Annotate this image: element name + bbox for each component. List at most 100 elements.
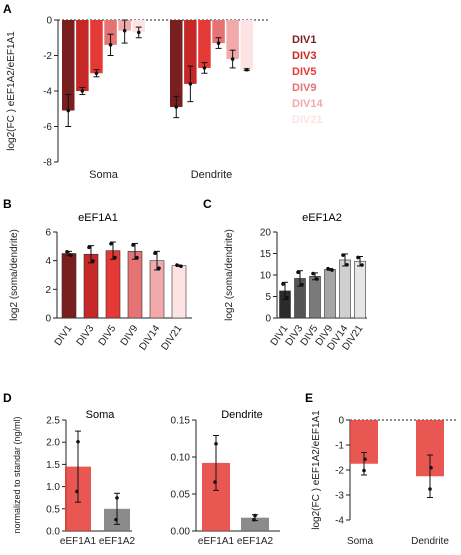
panel-b-x-tick-label: DIV14 <box>138 323 163 352</box>
panel-d-dendrite-x-label: eEF1A2 <box>237 536 274 547</box>
panel-e-y-label: log2(FC ) eEF1A2/eEF1A1 <box>311 410 322 530</box>
panel-letter-e: E <box>305 391 313 405</box>
panel-b-point <box>175 263 179 267</box>
panel-a-point <box>108 43 113 47</box>
panel-a-point <box>202 66 207 70</box>
panel-a-bar-div5 <box>198 20 211 68</box>
panel-e-x-label: Dendrite <box>411 536 449 547</box>
panel-a-legend-div21: DIV21 <box>292 114 323 126</box>
panel-a-bar-div9 <box>212 20 225 44</box>
panel-c-y-tick-label: 5 <box>265 292 271 303</box>
panel-b-point <box>153 251 157 256</box>
panel-d-soma-title: Soma <box>86 409 116 421</box>
panel-a-y-label: log2(FC ) eEF1A2/eEF1A1 <box>6 31 17 151</box>
panel-e-y-tick-label: -1 <box>335 441 344 452</box>
panel-c-bar <box>324 269 336 319</box>
panel-b-point <box>69 253 73 258</box>
panel-c-bar <box>354 260 366 319</box>
panel-d-soma-y-tick-label: 0.5 <box>46 504 60 515</box>
panel-d-dendrite-point <box>214 441 218 446</box>
panel-b-point <box>157 266 161 270</box>
panel-e-point <box>429 465 433 470</box>
panel-a-y-tick-label: 0 <box>46 16 52 27</box>
panel-a-legend-div1: DIV1 <box>292 34 316 46</box>
panel-b-x-tick-label: DIV3 <box>75 323 97 348</box>
panel-b-x-tick-label: DIV1 <box>53 323 75 348</box>
panel-b-point <box>179 264 183 269</box>
panel-a-point <box>80 89 85 93</box>
panel-c-point <box>300 282 304 287</box>
panel-d-soma-y-tick-label: 1.0 <box>46 482 60 493</box>
panel-a-legend-div3: DIV3 <box>292 50 316 62</box>
panel-d-dendrite-y-tick-label: 0.05 <box>171 490 191 501</box>
panel-d-soma-y-tick-label: 2.5 <box>46 416 60 427</box>
panel-d-soma-y-tick-label: 2.0 <box>46 438 60 449</box>
panel-e-x-label: Soma <box>347 536 374 547</box>
panel-d-soma-y-tick-label: 1.5 <box>46 460 60 471</box>
panel-a-y-tick-label: -4 <box>43 87 52 98</box>
panel-d-soma-point <box>115 496 119 500</box>
panel-b-y-tick-label: 6 <box>45 228 51 239</box>
panel-e-point <box>428 487 432 491</box>
panel-b-y-tick-label: 2 <box>45 285 51 296</box>
panel-b-x-tick-label: DIV5 <box>97 323 119 348</box>
panel-c-y-tick-label: 15 <box>260 249 272 260</box>
panel-b-y-tick-label: 0 <box>45 314 51 325</box>
panel-d-soma-y-label: normalized to standar (ng/ml) <box>12 416 22 533</box>
charts-layer: 0 -2 -4 -6 -8 log2(FC ) eEF1A2/eEF1A1 Soma Dend… <box>6 16 456 547</box>
panel-a-legend-div5: DIV5 <box>292 66 316 78</box>
panel-c-point <box>315 277 319 281</box>
panel-a-bar-div1 <box>170 20 183 107</box>
panel-c-point <box>285 295 289 300</box>
panel-d-dendrite-point <box>252 517 256 522</box>
panel-b-point <box>65 249 69 254</box>
panel-b-bar <box>171 265 187 319</box>
panel-c-point <box>356 255 360 260</box>
panel-a-point <box>244 67 249 72</box>
panel-a-bar-div21 <box>240 20 253 70</box>
panel-a-legend-div14: DIV14 <box>292 98 323 110</box>
panel-b-point <box>135 255 139 260</box>
panel-e-point <box>362 468 366 473</box>
panel-a-x-label: Soma <box>89 169 119 181</box>
panel-b-y-tick-label: 4 <box>45 256 51 267</box>
panel-d-dendrite-bar <box>241 517 269 531</box>
panel-c-y-tick-label: 0 <box>265 314 271 325</box>
panel-d-soma-x-label: eEF1A2 <box>99 536 136 547</box>
panel-d-soma-point <box>75 489 79 494</box>
panel-e-point <box>363 457 367 462</box>
panel-d-dendrite-y-tick-label: 0.00 <box>171 527 191 538</box>
panel-b-point <box>113 255 117 260</box>
panel-b-bar <box>61 253 77 319</box>
panel-b-bar <box>127 251 143 319</box>
panel-d-soma-point <box>114 517 118 522</box>
panel-letter-a: A <box>3 2 12 16</box>
panel-c-bar <box>339 259 351 319</box>
panel-d-dendrite-point <box>253 513 257 518</box>
panel-c-y-tick-label: 10 <box>260 271 272 282</box>
panel-e-y-tick-label: 0 <box>338 416 344 427</box>
panel-a-point <box>188 82 193 86</box>
panel-e-y-tick-label: -4 <box>335 516 344 527</box>
panel-a-y-tick-label: -2 <box>43 51 52 62</box>
panel-a-point <box>136 30 141 35</box>
panel-c-point <box>341 253 345 257</box>
panel-a-point <box>174 105 179 109</box>
panel-a-point <box>122 28 127 33</box>
panel-letter-d: D <box>3 391 12 405</box>
panel-letter-b: B <box>3 197 12 211</box>
panel-c-y-label: log2 (soma/dendrite) <box>224 229 235 321</box>
panel-a-point <box>216 41 221 45</box>
panel-a-bar-div3 <box>76 20 89 91</box>
panel-e-y-tick-label: -3 <box>335 491 344 502</box>
panel-a-x-label: Dendrite <box>191 169 233 181</box>
panel-e-y-tick-label: -2 <box>335 466 344 477</box>
panel-d-dendrite-y-tick-label: 0.10 <box>171 453 191 464</box>
panel-a-bar-div5 <box>90 20 103 74</box>
panel-b-point <box>91 259 95 263</box>
panel-b-bar <box>83 253 99 319</box>
panel-a-point <box>230 57 235 61</box>
panel-b-title: eEF1A1 <box>78 212 118 224</box>
panel-c-point <box>330 268 334 272</box>
